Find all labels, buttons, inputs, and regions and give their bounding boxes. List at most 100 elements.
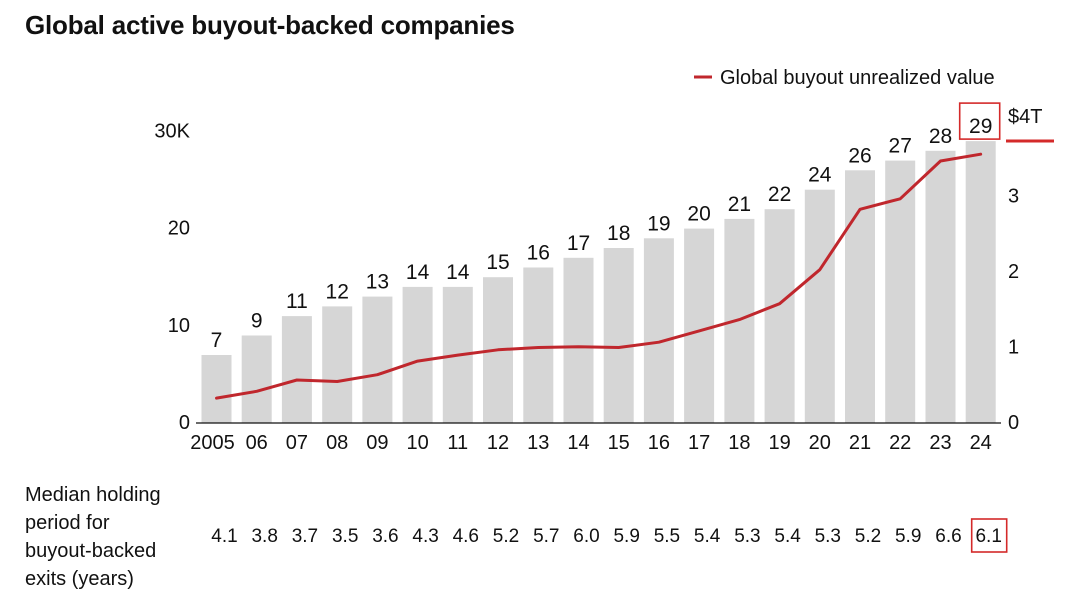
bar-10 (402, 286, 433, 423)
right-axis-tick-label: 1 (1008, 337, 1019, 359)
right-axis: 0 1 2 3 $4T (1006, 106, 1054, 434)
bar-value-label: 24 (808, 164, 832, 187)
holding-period-value: 5.2 (855, 526, 881, 547)
highlight-box-bar-label (958, 102, 1001, 140)
bar-22 (885, 160, 916, 423)
x-axis: 2005 06 07 08 09 10 11 12 13 14 15 16 17 18 19 20 21 22 23… (190, 422, 1001, 454)
bars-layer (201, 141, 996, 424)
bar-value-label: 26 (848, 144, 871, 167)
x-axis-tick-label: 17 (688, 432, 710, 454)
left-axis-tick-label: 0 (179, 412, 190, 434)
holding-period-value: 5.9 (613, 526, 639, 547)
bar-value-label: 14 (406, 261, 430, 284)
bar-13 (523, 267, 554, 423)
bar-value-label: 15 (486, 251, 509, 274)
bar-value-label: 19 (647, 212, 670, 235)
bar-21 (845, 170, 875, 423)
bar-value-label: 11 (286, 290, 308, 313)
holding-period-value: 5.5 (654, 526, 680, 547)
bar-19 (764, 209, 795, 423)
bar-value-label: 22 (768, 183, 791, 206)
holding-period-value: 4.3 (412, 526, 438, 547)
left-axis-tick-label: 30K (154, 120, 190, 142)
holding-period-row: Median holding period for buyout-backed exi… (25, 484, 1008, 590)
x-axis-tick-label: 07 (286, 432, 308, 454)
bar-value-label: 13 (366, 271, 389, 294)
right-axis-tick-label: 2 (1008, 261, 1019, 283)
left-axis-tick-label: 20 (168, 218, 190, 240)
bar-value-label: 7 (211, 329, 223, 352)
right-axis-tick-label: 0 (1008, 412, 1019, 434)
page-title: Global active buyout-backed companies (25, 10, 515, 40)
bar-value-label: 16 (527, 242, 550, 265)
bar-value-label: 28 (929, 125, 952, 148)
right-axis-tick-label: 3 (1008, 186, 1019, 208)
x-axis-tick-label: 11 (447, 432, 468, 454)
bar-07 (281, 316, 312, 423)
holding-period-value: 5.3 (734, 526, 760, 547)
bar-09 (362, 296, 393, 423)
bar-labels-layer: 7 9 11 12 13 14 14 15 16 17 18 19 20 21 22 24 26 27 28 29 (211, 102, 1001, 352)
x-axis-tick-label: 12 (487, 432, 509, 454)
bar-value-label: 27 (889, 135, 912, 158)
bar-value-label: 12 (326, 280, 349, 303)
holding-period-value: 5.4 (774, 526, 801, 547)
holding-period-label-line: exits (years) (25, 568, 134, 590)
holding-period-value: 3.7 (292, 526, 318, 547)
right-axis-tick-label: $4T (1008, 106, 1042, 128)
x-axis-tick-label: 23 (929, 432, 951, 454)
bar-20 (804, 189, 835, 423)
bar-value-label: 14 (446, 261, 470, 284)
holding-period-value: 5.3 (815, 526, 841, 547)
x-axis-tick-label: 09 (366, 432, 388, 454)
bar-value-label: 29 (969, 115, 992, 138)
holding-period-label-line: Median holding (25, 484, 161, 506)
x-axis-tick-label: 19 (768, 432, 790, 454)
highlight-box-holding-value (970, 518, 1008, 553)
line-layer (215, 152, 983, 400)
x-axis-tick-label: 22 (889, 432, 911, 454)
bar-value-label: 20 (687, 203, 710, 226)
holding-period-value: 4.1 (211, 526, 237, 547)
x-axis-tick-label: 20 (809, 432, 831, 454)
bar-14 (563, 257, 594, 423)
holding-period-value: 6.6 (935, 526, 961, 547)
bar-08 (322, 306, 353, 423)
holding-period-value: 4.6 (453, 526, 479, 547)
bar-value-label: 17 (567, 232, 590, 255)
x-axis-tick-label: 24 (970, 432, 992, 454)
holding-period-value: 6.0 (573, 526, 599, 547)
holding-period-value: 3.8 (251, 526, 277, 547)
holding-period-value: 3.6 (372, 526, 398, 547)
x-axis-tick-label: 18 (728, 432, 750, 454)
legend: Global buyout unrealized value (694, 67, 995, 89)
x-axis-tick-label: 10 (406, 432, 428, 454)
bar-24 (965, 141, 996, 423)
holding-period-value: 5.9 (895, 526, 921, 547)
bar-value-label: 21 (728, 193, 751, 216)
bar-value-label: 9 (251, 310, 263, 333)
left-axis: 0 10 20 30K (154, 120, 190, 434)
holding-period-label-line: period for (25, 512, 110, 534)
x-axis-tick-label: 13 (527, 432, 549, 454)
bar-23 (925, 150, 956, 424)
holding-period-value: 5.2 (493, 526, 519, 547)
bar-06 (241, 335, 272, 423)
line-series-unrealized-value (215, 152, 983, 400)
x-axis-tick-label: 08 (326, 432, 348, 454)
holding-period-value: 3.5 (332, 526, 358, 547)
holding-period-value: 5.7 (533, 526, 559, 547)
holding-period-value: 6.1 (975, 526, 1001, 547)
bar-15 (603, 248, 634, 423)
bar-17 (684, 228, 715, 423)
holding-period-label-line: buyout-backed (25, 540, 156, 562)
x-axis-tick-label: 21 (849, 432, 871, 454)
x-axis-tick-label: 15 (608, 432, 630, 454)
x-axis-tick-label: 2005 (190, 432, 235, 454)
legend-label: Global buyout unrealized value (720, 67, 995, 89)
x-axis-tick-label: 16 (648, 432, 670, 454)
bar-value-label: 18 (607, 222, 630, 245)
x-axis-tick-label: 14 (567, 432, 589, 454)
bar-2005 (201, 355, 232, 423)
